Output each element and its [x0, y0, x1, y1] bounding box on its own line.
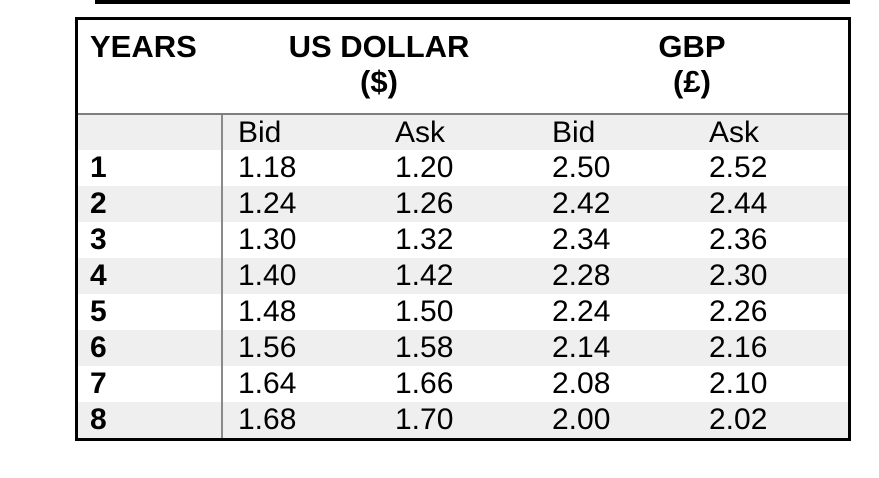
- table-row: 8 1.68 1.70 2.00 2.02: [78, 402, 848, 438]
- gbp-bid-cell: 2.28: [552, 259, 611, 292]
- subheader-gbp-ask: Ask: [709, 116, 760, 149]
- table-row: 7 1.64 1.66 2.08 2.10: [78, 366, 848, 402]
- table-row: 6 1.56 1.58 2.14 2.16: [78, 330, 848, 366]
- gbp-ask-cell: 2.26: [709, 295, 768, 328]
- header-gbp-group: GBP (£): [536, 20, 848, 113]
- usd-bid-cell: 1.56: [238, 331, 297, 364]
- top-edge-artifact-line: [95, 0, 850, 4]
- usd-ask-cell: 1.20: [395, 151, 454, 184]
- usd-ask-cell: 1.58: [395, 331, 454, 364]
- usd-ask-cell: 1.42: [395, 259, 454, 292]
- gbp-ask-cell: 2.30: [709, 259, 768, 292]
- table-row: 3 1.30 1.32 2.34 2.36: [78, 222, 848, 258]
- gbp-bid-cell: 2.08: [552, 367, 611, 400]
- gbp-ask-cell: 2.44: [709, 187, 768, 220]
- year-cell: 8: [90, 403, 107, 436]
- year-cell: 7: [90, 367, 107, 400]
- usd-ask-cell: 1.70: [395, 403, 454, 436]
- usd-bid-cell: 1.48: [238, 295, 297, 328]
- exchange-rate-table: YEARS US DOLLAR ($) GBP (£) Bid Ask Bid …: [75, 17, 851, 441]
- subheader-years-blank: [78, 115, 222, 150]
- header-gbp-label: GBP: [658, 29, 726, 64]
- gbp-ask-cell: 2.52: [709, 151, 768, 184]
- usd-bid-cell: 1.40: [238, 259, 297, 292]
- year-cell: 6: [90, 331, 107, 364]
- header-us-dollar-symbol: ($): [360, 64, 398, 99]
- header-gbp-symbol: (£): [673, 64, 711, 99]
- table-row: 4 1.40 1.42 2.28 2.30: [78, 258, 848, 294]
- gbp-ask-cell: 2.10: [709, 367, 768, 400]
- usd-ask-cell: 1.32: [395, 223, 454, 256]
- subheader-row: Bid Ask Bid Ask: [78, 115, 848, 150]
- table-header-row: YEARS US DOLLAR ($) GBP (£): [78, 20, 848, 115]
- usd-bid-cell: 1.64: [238, 367, 297, 400]
- subheader-gbp-bid: Bid: [552, 116, 596, 149]
- header-us-dollar-group: US DOLLAR ($): [222, 20, 536, 113]
- year-cell: 4: [90, 259, 107, 292]
- usd-bid-cell: 1.30: [238, 223, 297, 256]
- gbp-bid-cell: 2.24: [552, 295, 611, 328]
- gbp-bid-cell: 2.42: [552, 187, 611, 220]
- year-cell: 3: [90, 223, 107, 256]
- year-cell: 5: [90, 295, 107, 328]
- gbp-bid-cell: 2.00: [552, 403, 611, 436]
- gbp-bid-cell: 2.14: [552, 331, 611, 364]
- header-us-dollar-label: US DOLLAR: [288, 29, 470, 64]
- usd-ask-cell: 1.50: [395, 295, 454, 328]
- gbp-bid-cell: 2.34: [552, 223, 611, 256]
- year-cell: 2: [90, 187, 107, 220]
- usd-ask-cell: 1.66: [395, 367, 454, 400]
- year-cell: 1: [90, 151, 107, 184]
- table-row: 1 1.18 1.20 2.50 2.52: [78, 150, 848, 186]
- gbp-bid-cell: 2.50: [552, 151, 611, 184]
- gbp-ask-cell: 2.16: [709, 331, 768, 364]
- gbp-ask-cell: 2.36: [709, 223, 768, 256]
- table-row: 2 1.24 1.26 2.42 2.44: [78, 186, 848, 222]
- header-years: YEARS: [90, 29, 197, 64]
- usd-bid-cell: 1.68: [238, 403, 297, 436]
- table-body: Bid Ask Bid Ask 1 1.18 1.20 2.50 2.52 2 …: [78, 115, 848, 438]
- subheader-usd-bid: Bid: [238, 116, 282, 149]
- subheader-usd-ask: Ask: [395, 116, 446, 149]
- table-row: 5 1.48 1.50 2.24 2.26: [78, 294, 848, 330]
- usd-ask-cell: 1.26: [395, 187, 454, 220]
- usd-bid-cell: 1.18: [238, 151, 297, 184]
- gbp-ask-cell: 2.02: [709, 403, 768, 436]
- usd-bid-cell: 1.24: [238, 187, 297, 220]
